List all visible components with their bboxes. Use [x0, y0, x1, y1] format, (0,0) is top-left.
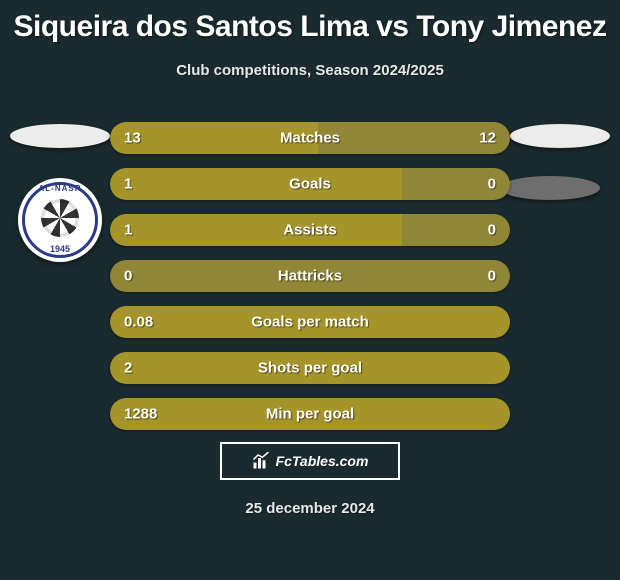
stat-value-left: 0.08	[124, 314, 153, 331]
brand-box: FcTables.com	[220, 442, 400, 480]
stat-value-left: 1288	[124, 406, 157, 423]
stat-value-left: 13	[124, 130, 141, 147]
stat-value-right: 0	[488, 176, 496, 193]
stat-row: 13 12 Matches	[110, 122, 510, 154]
stat-label: Assists	[283, 222, 336, 239]
player-right-oval-2	[500, 176, 600, 200]
player-right-oval-1	[510, 124, 610, 148]
stat-value-right: 0	[488, 268, 496, 285]
stat-value-left: 1	[124, 176, 132, 193]
stat-row: 0 0 Hattricks	[110, 260, 510, 292]
stat-row: 1 0 Assists	[110, 214, 510, 246]
badge-name: AL-NASR	[39, 184, 82, 193]
stat-row: 1 0 Goals	[110, 168, 510, 200]
page-title: Siqueira dos Santos Lima vs Tony Jimenez	[0, 0, 620, 44]
stat-row: 0.08 Goals per match	[110, 306, 510, 338]
chart-bars-icon	[252, 452, 270, 470]
stat-value-left: 2	[124, 360, 132, 377]
bar-left	[110, 214, 402, 246]
stat-label: Goals per match	[251, 314, 369, 331]
soccer-ball-icon	[41, 199, 79, 237]
page-subtitle: Club competitions, Season 2024/2025	[0, 62, 620, 79]
club-badge-left: AL-NASR 1945	[18, 178, 102, 262]
stats-rows: 13 12 Matches 1 0 Goals 1 0 Assists 0 0 Hattricks 0.…	[110, 122, 510, 444]
stat-label: Hattricks	[278, 268, 342, 285]
stat-value-left: 1	[124, 222, 132, 239]
player-left-oval	[10, 124, 110, 148]
stat-label: Matches	[280, 130, 340, 147]
stat-row: 1288 Min per goal	[110, 398, 510, 430]
stat-value-left: 0	[124, 268, 132, 285]
badge-year: 1945	[50, 244, 70, 254]
stat-label: Min per goal	[266, 406, 354, 423]
stat-label: Shots per goal	[258, 360, 362, 377]
brand-text: FcTables.com	[276, 453, 369, 469]
stat-label: Goals	[289, 176, 331, 193]
stat-value-right: 0	[488, 222, 496, 239]
stat-row: 2 Shots per goal	[110, 352, 510, 384]
bar-left	[110, 168, 402, 200]
stat-value-right: 12	[479, 130, 496, 147]
footer-date: 25 december 2024	[245, 500, 374, 517]
